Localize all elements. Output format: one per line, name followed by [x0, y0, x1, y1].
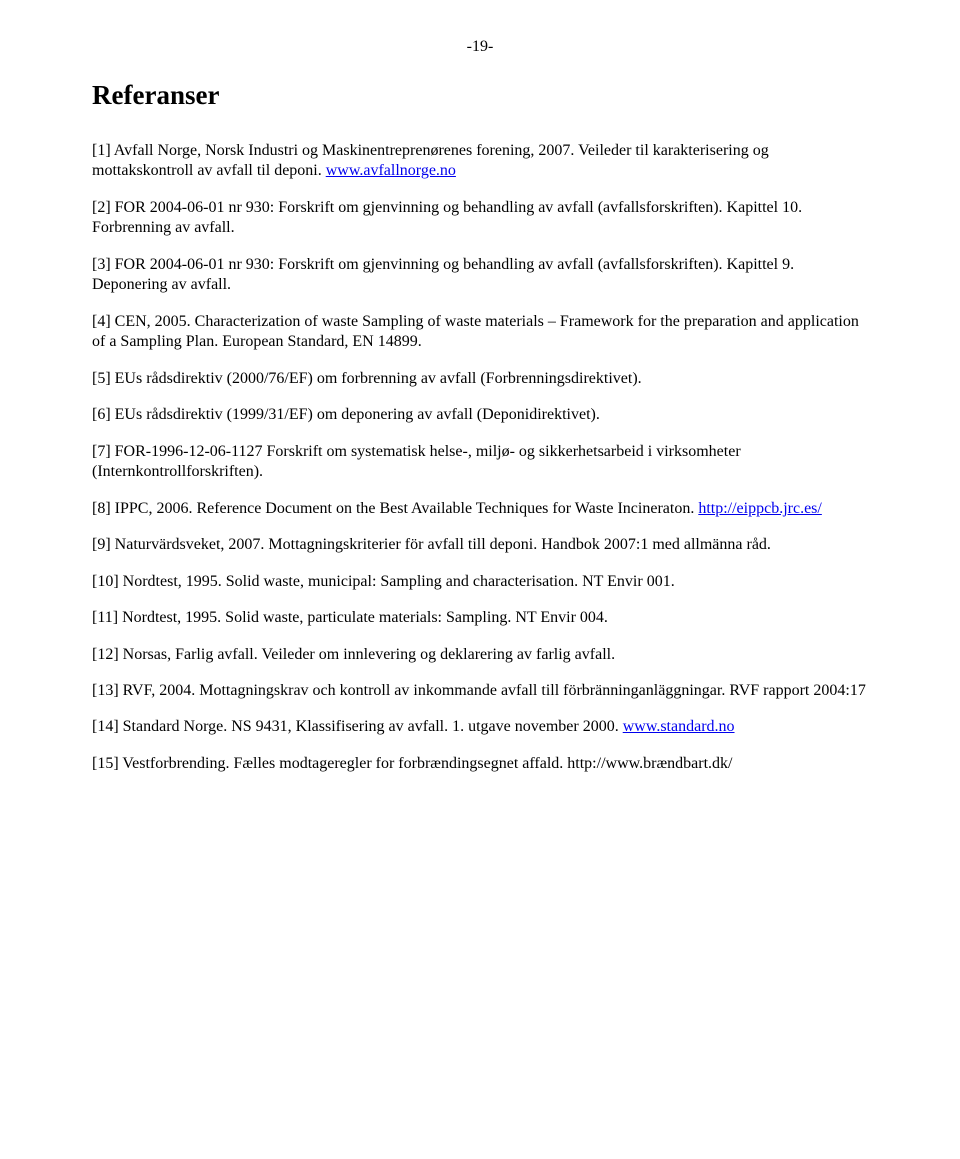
reference-item: [6] EUs rådsdirektiv (1999/31/EF) om dep… [92, 405, 868, 425]
reference-item: [12] Norsas, Farlig avfall. Veileder om … [92, 645, 868, 665]
reference-link[interactable]: www.avfallnorge.no [326, 162, 456, 179]
reference-item: [8] IPPC, 2006. Reference Document on th… [92, 499, 868, 519]
reference-item: [7] FOR-1996-12-06-1127 Forskrift om sys… [92, 442, 868, 483]
reference-link[interactable]: http://eippcb.jrc.es/ [698, 500, 822, 517]
reference-text: [11] Nordtest, 1995. Solid waste, partic… [92, 609, 608, 626]
reference-text: [4] CEN, 2005. Characterization of waste… [92, 313, 859, 350]
reference-link[interactable]: www.standard.no [623, 718, 735, 735]
reference-item: [11] Nordtest, 1995. Solid waste, partic… [92, 608, 868, 628]
reference-text: [15] Vestforbrending. Fælles modtageregl… [92, 755, 732, 772]
reference-item: [4] CEN, 2005. Characterization of waste… [92, 312, 868, 353]
reference-item: [10] Nordtest, 1995. Solid waste, munici… [92, 572, 868, 592]
reference-item: [2] FOR 2004-06-01 nr 930: Forskrift om … [92, 198, 868, 239]
reference-text: [13] RVF, 2004. Mottagningskrav och kont… [92, 682, 866, 699]
reference-item: [5] EUs rådsdirektiv (2000/76/EF) om for… [92, 369, 868, 389]
reference-text: [12] Norsas, Farlig avfall. Veileder om … [92, 646, 615, 663]
reference-item: [3] FOR 2004-06-01 nr 930: Forskrift om … [92, 255, 868, 296]
reference-text: [2] FOR 2004-06-01 nr 930: Forskrift om … [92, 199, 802, 236]
reference-text: [5] EUs rådsdirektiv (2000/76/EF) om for… [92, 370, 642, 387]
reference-text: [14] Standard Norge. NS 9431, Klassifise… [92, 718, 623, 735]
page-number: -19- [92, 38, 868, 56]
reference-text: [9] Naturvärdsveket, 2007. Mottagningskr… [92, 536, 771, 553]
reference-text: [6] EUs rådsdirektiv (1999/31/EF) om dep… [92, 406, 600, 423]
reference-item: [1] Avfall Norge, Norsk Industri og Mask… [92, 141, 868, 182]
reference-item: [9] Naturvärdsveket, 2007. Mottagningskr… [92, 535, 868, 555]
reference-text: [8] IPPC, 2006. Reference Document on th… [92, 500, 698, 517]
reference-text: [3] FOR 2004-06-01 nr 930: Forskrift om … [92, 256, 794, 293]
references-heading: Referanser [92, 80, 868, 111]
page-container: -19- Referanser [1] Avfall Norge, Norsk … [0, 0, 960, 849]
reference-text: [7] FOR-1996-12-06-1127 Forskrift om sys… [92, 443, 741, 480]
reference-item: [14] Standard Norge. NS 9431, Klassifise… [92, 717, 868, 737]
reference-text: [10] Nordtest, 1995. Solid waste, munici… [92, 573, 675, 590]
references-list: [1] Avfall Norge, Norsk Industri og Mask… [92, 141, 868, 774]
reference-item: [15] Vestforbrending. Fælles modtageregl… [92, 754, 868, 774]
reference-item: [13] RVF, 2004. Mottagningskrav och kont… [92, 681, 868, 701]
